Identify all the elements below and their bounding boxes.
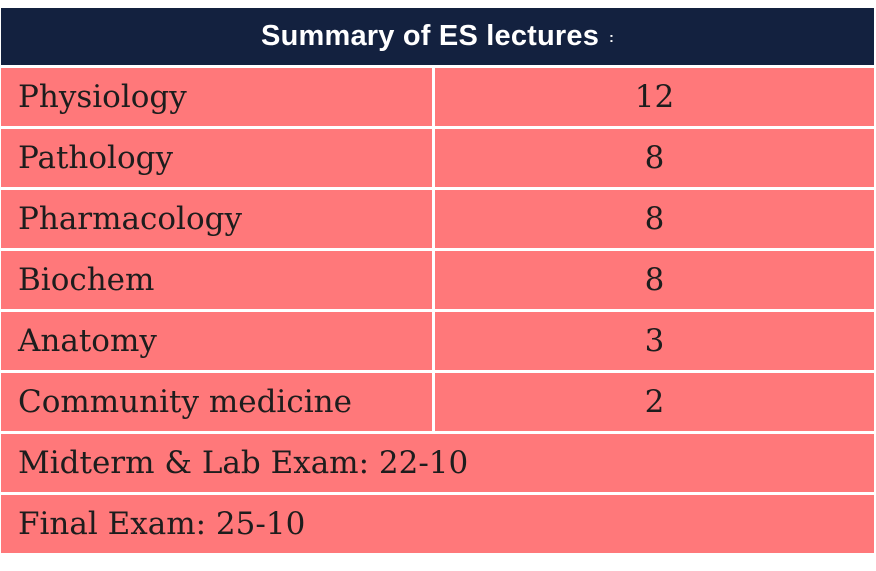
final-text: Final Exam: 25-10 (18, 506, 306, 542)
subject-cell: Biochem (1, 251, 435, 309)
count-cell: 8 (644, 201, 665, 237)
title-colon: : (609, 28, 614, 45)
lectures-summary-table: Summary of ES lectures: Physiology 12 Pa… (1, 8, 874, 553)
midterm-text: Midterm & Lab Exam: 22-10 (18, 445, 469, 481)
midterm-row: Midterm & Lab Exam: 22-10 (1, 431, 874, 492)
subject-cell: Anatomy (1, 312, 435, 370)
count-cell: 12 (634, 79, 675, 115)
count-cell: 3 (644, 323, 665, 359)
subject-cell: Pharmacology (1, 190, 435, 248)
table-title: Summary of ES lectures (261, 20, 600, 52)
table-header: Summary of ES lectures: (1, 8, 874, 65)
subject-cell: Physiology (1, 68, 435, 126)
table-row: Anatomy 3 (1, 309, 874, 370)
subject-cell: Community medicine (1, 373, 435, 431)
table-row: Community medicine 2 (1, 370, 874, 431)
final-row: Final Exam: 25-10 (1, 492, 874, 553)
count-cell: 2 (644, 384, 665, 420)
table-row: Physiology 12 (1, 65, 874, 126)
table-row: Biochem 8 (1, 248, 874, 309)
subject-cell: Pathology (1, 129, 435, 187)
table-row: Pharmacology 8 (1, 187, 874, 248)
table-row: Pathology 8 (1, 126, 874, 187)
count-cell: 8 (644, 140, 665, 176)
count-cell: 8 (644, 262, 665, 298)
